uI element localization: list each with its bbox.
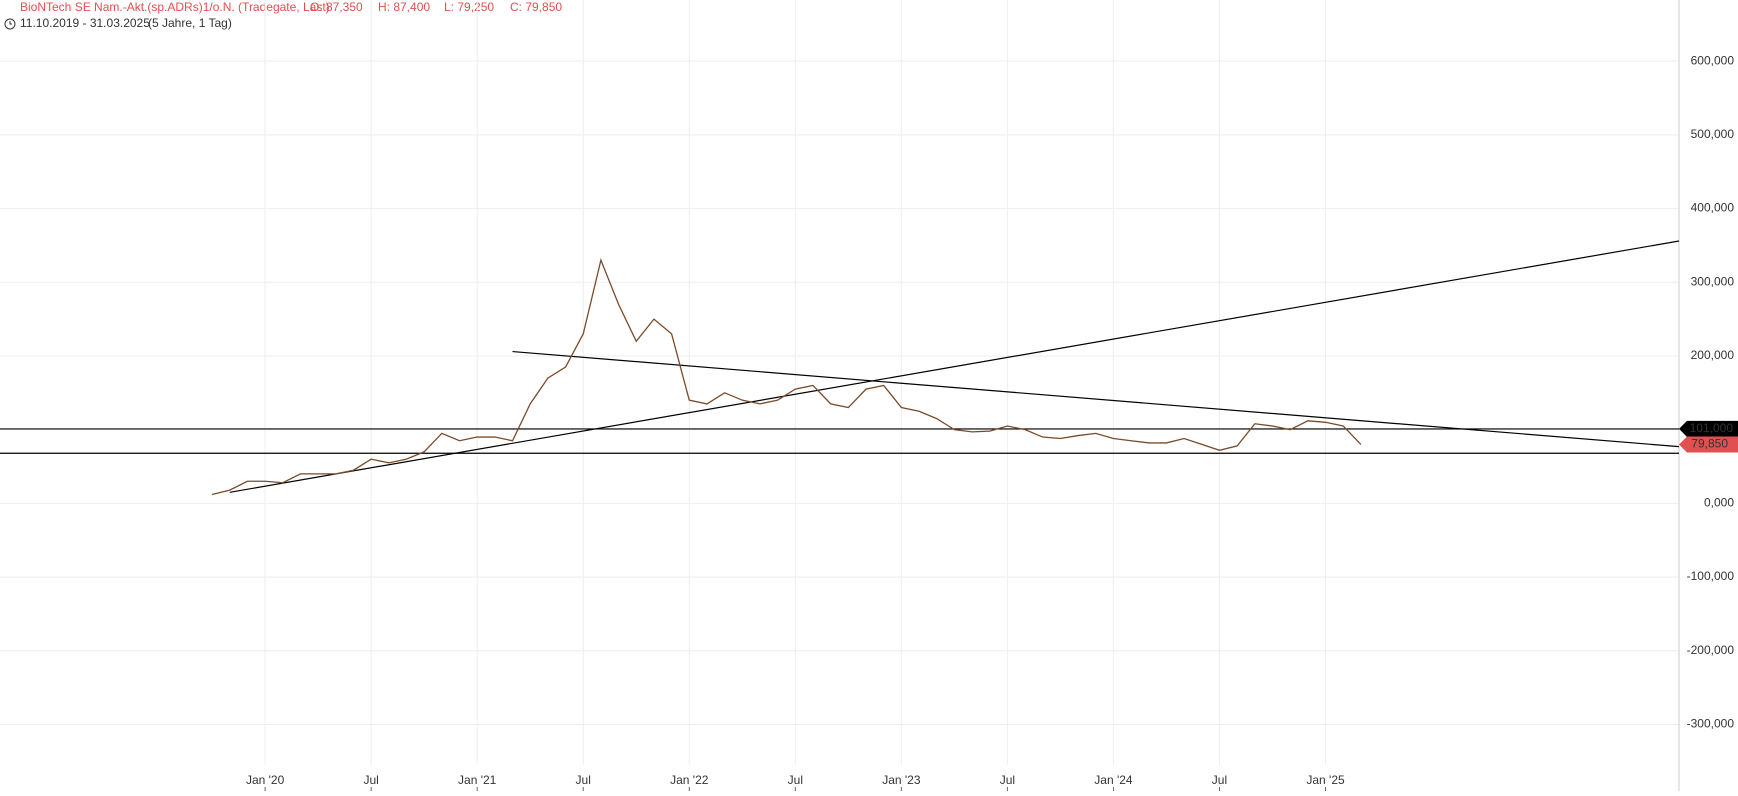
- y-tick-label: 400,000: [1691, 201, 1735, 215]
- x-tick-label: Jul: [1000, 773, 1015, 787]
- price-tag-label: 101,000: [1690, 421, 1734, 435]
- date-range: 11.10.2019 - 31.03.2025: [20, 16, 150, 30]
- instrument: BioNTech SE Nam.-Akt.(sp.ADRs)1/o.N. (Tr…: [20, 0, 330, 14]
- x-tick-label: Jan '25: [1306, 773, 1345, 787]
- price-line: [211, 258, 1362, 496]
- x-tick-label: Jul: [576, 773, 591, 787]
- y-tick-label: 200,000: [1691, 348, 1735, 362]
- trendline: [229, 240, 1680, 493]
- x-tick-label: Jan '24: [1094, 773, 1133, 787]
- y-tick-label: 300,000: [1691, 274, 1735, 288]
- close: C: 79,850: [510, 0, 562, 14]
- last-price-tag: [1679, 436, 1738, 453]
- high: H: 87,400: [378, 0, 430, 14]
- open: O: 87,350: [310, 0, 363, 14]
- low: L: 79,250: [444, 0, 494, 14]
- x-tick-label: Jul: [363, 773, 378, 787]
- last-price-label: 79,850: [1691, 437, 1728, 451]
- y-tick-label: -100,000: [1687, 569, 1735, 583]
- price-tag: [1679, 420, 1738, 437]
- trendline: [512, 350, 1680, 448]
- y-tick-label: 600,000: [1691, 53, 1735, 67]
- y-tick-label: 500,000: [1691, 127, 1735, 141]
- x-tick-label: Jan '22: [670, 773, 709, 787]
- y-tick-label: -200,000: [1687, 643, 1735, 657]
- x-tick-label: Jan '20: [246, 773, 285, 787]
- clock-icon: [4, 18, 16, 30]
- y-tick-label: 0,000: [1704, 496, 1734, 510]
- x-tick-label: Jan '21: [458, 773, 497, 787]
- x-tick-label: Jan '23: [882, 773, 921, 787]
- period: (5 Jahre, 1 Tag): [148, 16, 232, 30]
- x-tick-label: Jul: [788, 773, 803, 787]
- y-tick-label: -300,000: [1687, 717, 1735, 731]
- clock-hand: [9, 21, 12, 25]
- x-tick-label: Jul: [1212, 773, 1227, 787]
